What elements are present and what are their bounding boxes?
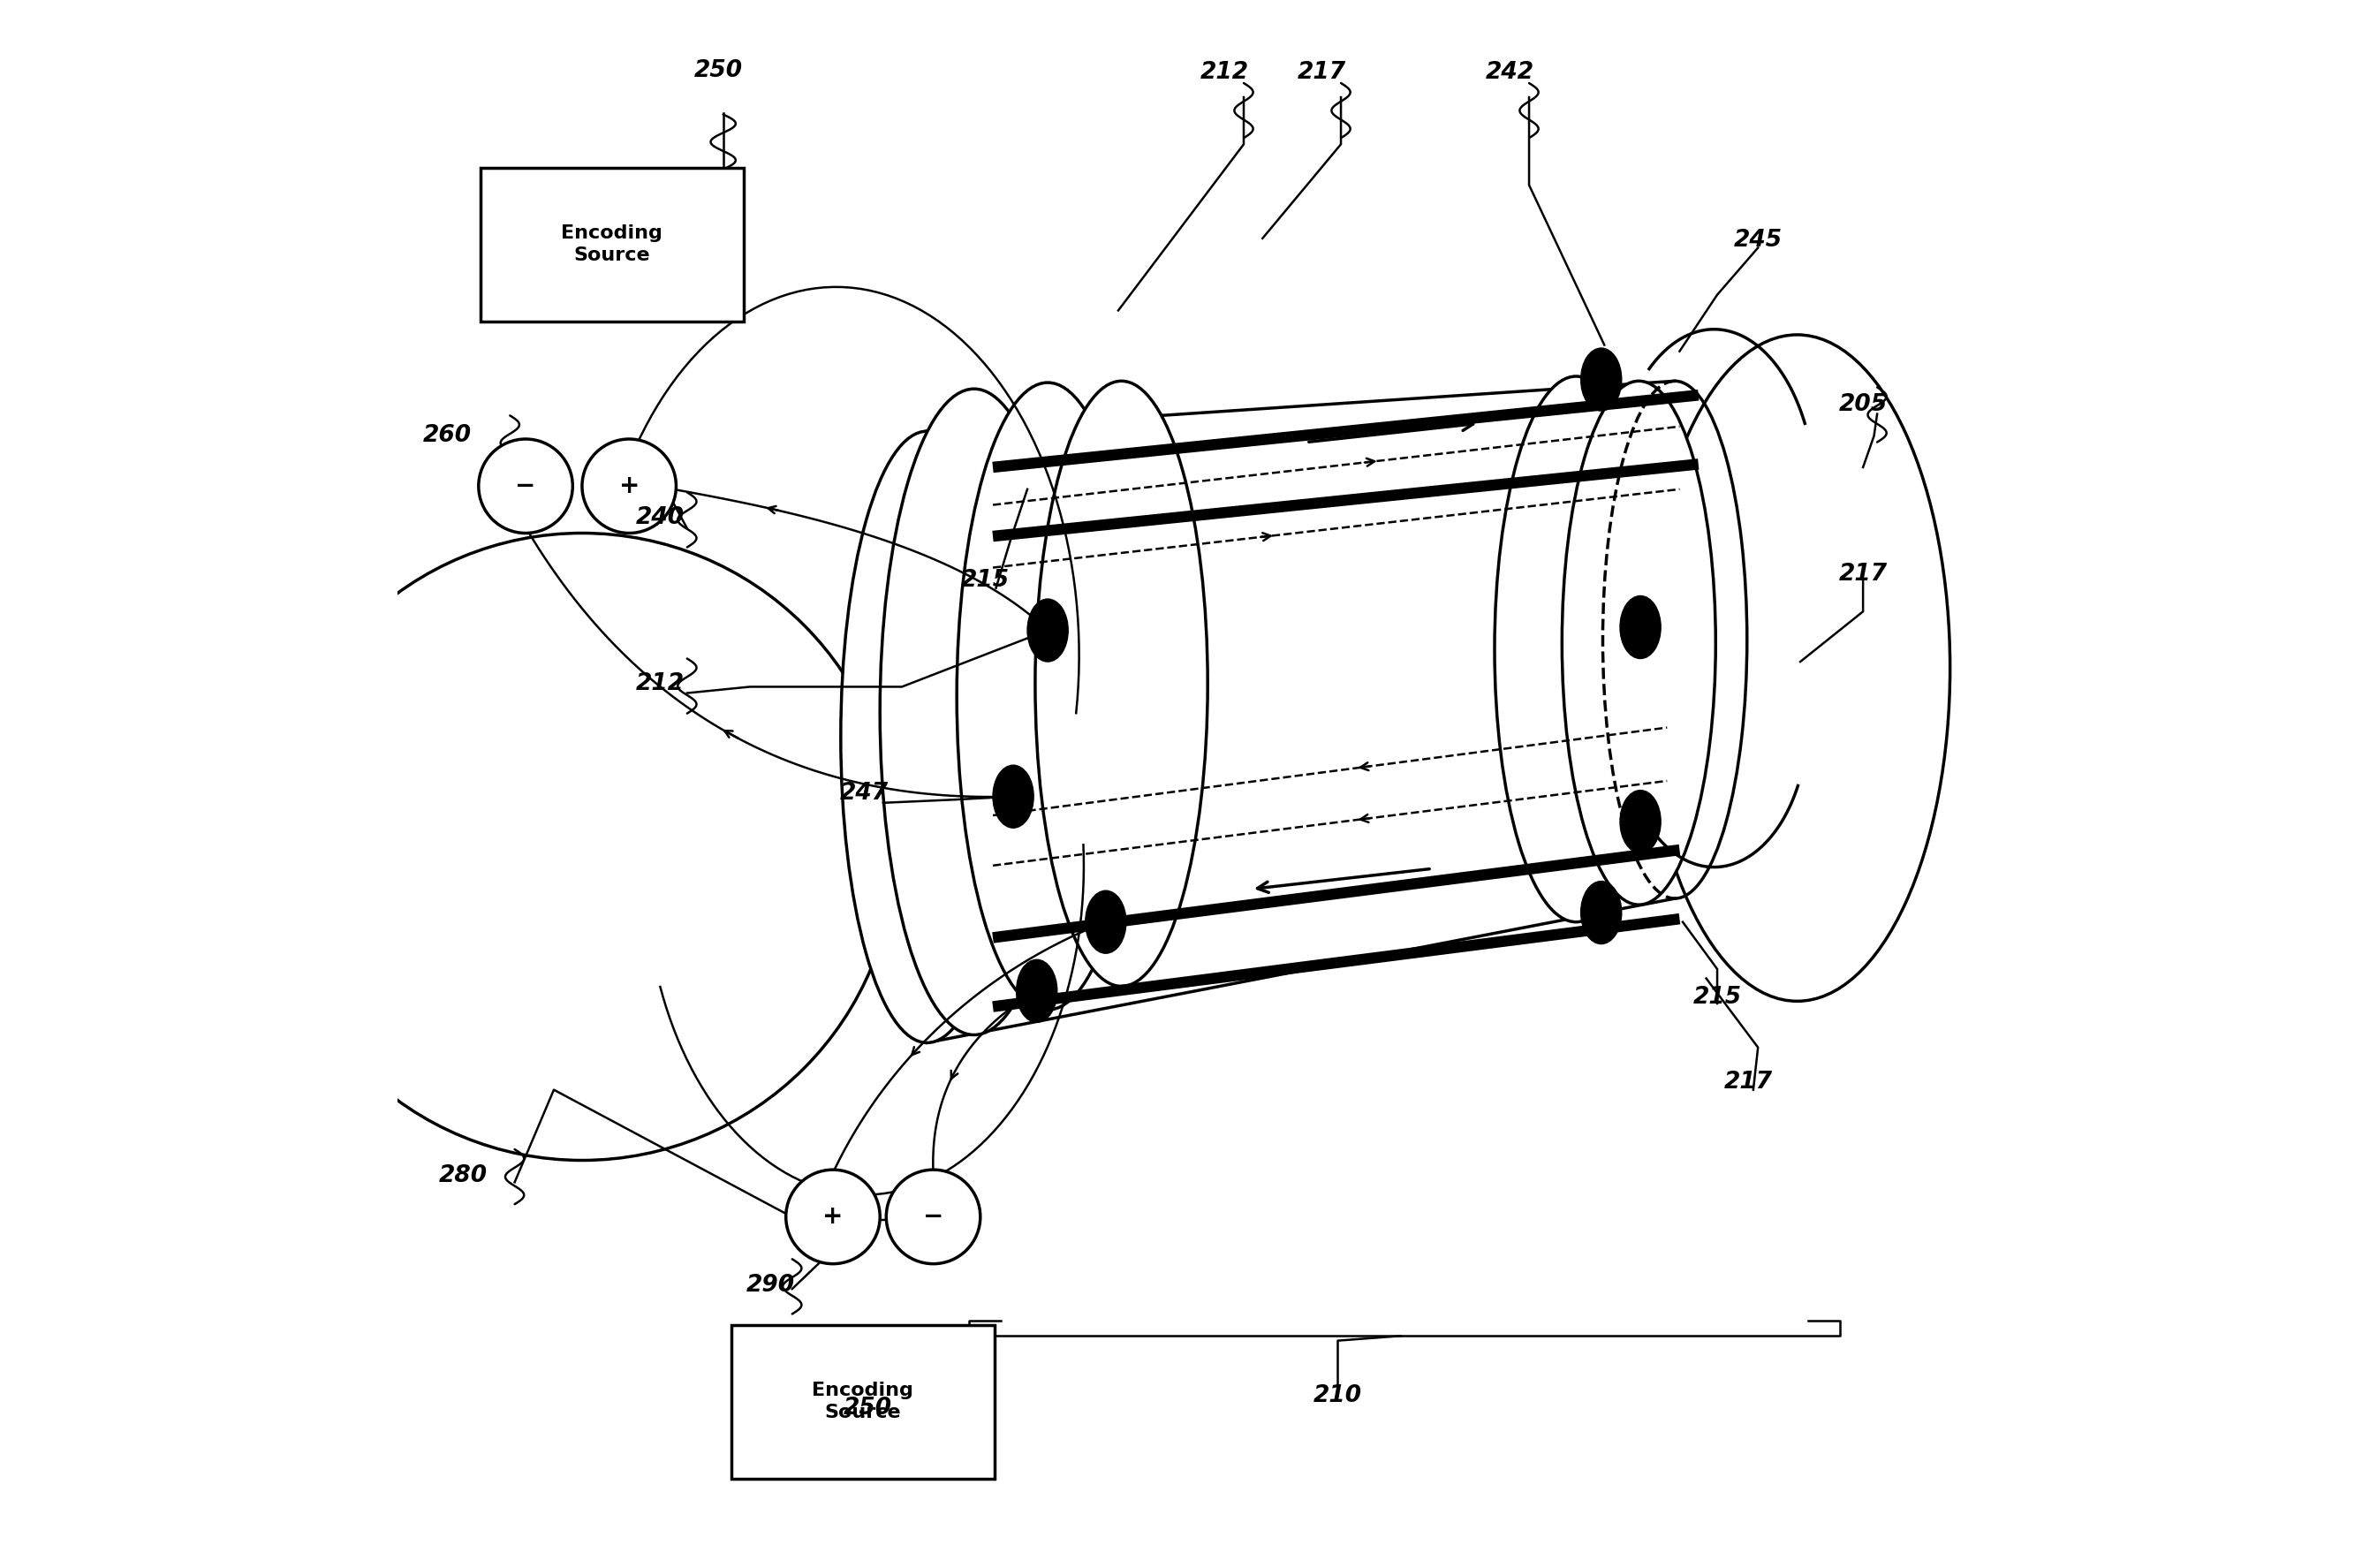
Ellipse shape	[1035, 381, 1207, 986]
Text: Encoding
Source: Encoding Source	[813, 1381, 914, 1422]
Ellipse shape	[1644, 336, 1951, 1002]
Circle shape	[886, 1170, 980, 1264]
Ellipse shape	[957, 383, 1138, 1010]
Text: +: +	[822, 1204, 843, 1229]
Text: 247: 247	[841, 782, 888, 804]
Text: 260: 260	[423, 425, 472, 447]
Ellipse shape	[1495, 376, 1658, 922]
Ellipse shape	[1087, 891, 1127, 953]
Ellipse shape	[992, 765, 1035, 828]
Ellipse shape	[1027, 599, 1068, 662]
Circle shape	[479, 439, 572, 533]
Text: Encoding
Source: Encoding Source	[562, 224, 664, 265]
Circle shape	[269, 533, 895, 1160]
Circle shape	[787, 1170, 881, 1264]
Ellipse shape	[1561, 381, 1715, 905]
FancyBboxPatch shape	[479, 168, 744, 321]
Text: 240: 240	[635, 506, 685, 528]
Text: 205: 205	[1838, 394, 1887, 416]
FancyBboxPatch shape	[730, 1325, 994, 1479]
Text: 212: 212	[635, 673, 685, 695]
Ellipse shape	[1016, 960, 1058, 1022]
Text: 280: 280	[439, 1165, 487, 1187]
Text: 245: 245	[1734, 229, 1783, 251]
Text: 215: 215	[961, 569, 1009, 591]
Text: −: −	[924, 1204, 942, 1229]
Text: 242: 242	[1486, 61, 1535, 83]
Text: 210: 210	[1313, 1385, 1363, 1406]
Text: 217: 217	[1297, 61, 1346, 83]
Text: 250: 250	[843, 1397, 893, 1419]
Circle shape	[581, 439, 676, 533]
Ellipse shape	[1620, 790, 1660, 853]
Ellipse shape	[1580, 881, 1623, 944]
Text: 217: 217	[1724, 1071, 1774, 1093]
Text: 212: 212	[1200, 61, 1249, 83]
Ellipse shape	[841, 431, 1013, 1043]
Text: −: −	[515, 474, 536, 499]
Text: 217: 217	[1838, 563, 1887, 585]
Ellipse shape	[881, 389, 1068, 1035]
Ellipse shape	[1580, 348, 1623, 411]
Ellipse shape	[1620, 596, 1660, 659]
Text: +: +	[619, 474, 640, 499]
Text: 215: 215	[1694, 986, 1741, 1008]
Text: 290: 290	[746, 1275, 794, 1297]
Text: 250: 250	[694, 60, 742, 82]
